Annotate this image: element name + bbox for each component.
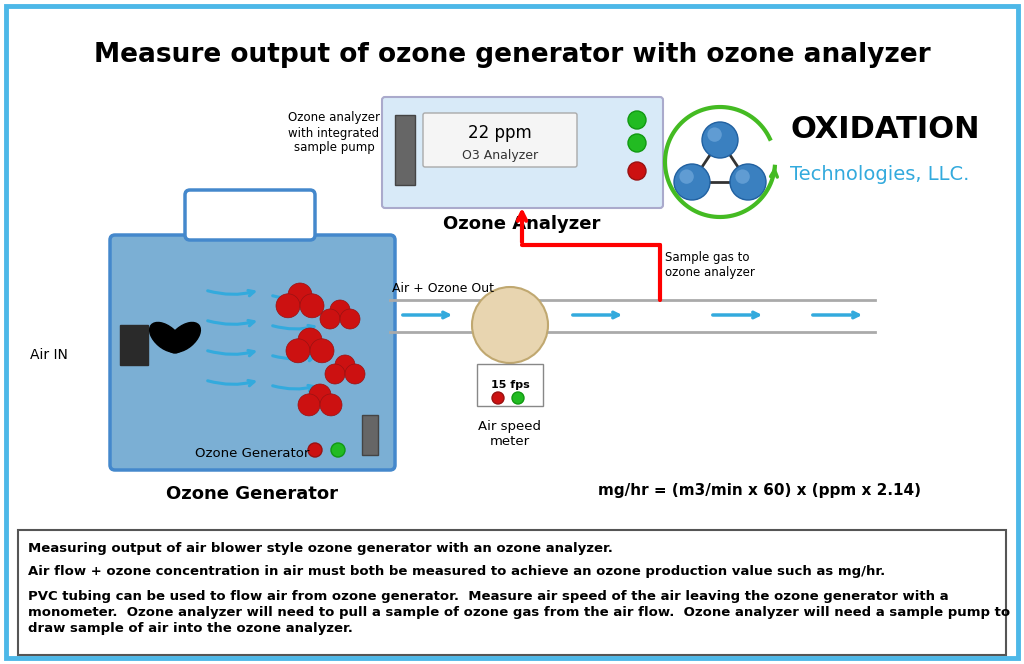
FancyBboxPatch shape xyxy=(110,235,395,470)
Text: PVC tubing can be used to flow air from ozone generator.  Measure air speed of t: PVC tubing can be used to flow air from … xyxy=(28,590,948,603)
Text: monometer.  Ozone analyzer will need to pull a sample of ozone gas from the air : monometer. Ozone analyzer will need to p… xyxy=(28,606,1010,619)
Circle shape xyxy=(308,443,322,457)
FancyBboxPatch shape xyxy=(477,364,543,406)
Text: OXIDATION: OXIDATION xyxy=(790,116,980,145)
Circle shape xyxy=(167,337,183,353)
Text: mg/hr = (m3/min x 60) x (ppm x 2.14): mg/hr = (m3/min x 60) x (ppm x 2.14) xyxy=(598,483,922,497)
FancyBboxPatch shape xyxy=(382,97,663,208)
Circle shape xyxy=(319,394,342,416)
Circle shape xyxy=(345,364,365,384)
Text: Air speed
meter: Air speed meter xyxy=(478,420,542,448)
Circle shape xyxy=(735,169,750,184)
Text: Ozone Analyzer: Ozone Analyzer xyxy=(443,215,601,233)
FancyBboxPatch shape xyxy=(185,190,315,240)
Circle shape xyxy=(309,384,331,406)
Text: 15 fps: 15 fps xyxy=(490,380,529,390)
Circle shape xyxy=(319,309,340,329)
Circle shape xyxy=(298,328,322,352)
Text: Technologies, LLC.: Technologies, LLC. xyxy=(790,165,970,185)
FancyBboxPatch shape xyxy=(423,113,577,167)
Circle shape xyxy=(702,122,738,158)
Circle shape xyxy=(730,164,766,200)
Text: Measuring output of air blower style ozone generator with an ozone analyzer.: Measuring output of air blower style ozo… xyxy=(28,542,613,555)
Bar xyxy=(120,325,148,365)
Text: Air flow + ozone concentration in air must both be measured to achieve an ozone : Air flow + ozone concentration in air mu… xyxy=(28,565,886,578)
Circle shape xyxy=(674,164,710,200)
Circle shape xyxy=(300,293,324,318)
Text: Ozone analyzer
with integrated
sample pump: Ozone analyzer with integrated sample pu… xyxy=(288,112,380,155)
Text: draw sample of air into the ozone analyzer.: draw sample of air into the ozone analyz… xyxy=(28,622,353,635)
Text: O3 Analyzer: O3 Analyzer xyxy=(462,149,538,162)
Text: Ozone Generator: Ozone Generator xyxy=(166,485,338,503)
Circle shape xyxy=(310,339,334,363)
Circle shape xyxy=(708,127,722,142)
Circle shape xyxy=(628,111,646,129)
Text: Air IN: Air IN xyxy=(30,348,68,362)
Circle shape xyxy=(286,339,310,363)
Circle shape xyxy=(335,355,355,375)
Text: Sample gas to
ozone analyzer: Sample gas to ozone analyzer xyxy=(665,251,755,279)
Bar xyxy=(395,115,415,185)
FancyBboxPatch shape xyxy=(6,6,1018,658)
Circle shape xyxy=(492,392,504,404)
Text: 22 ppm: 22 ppm xyxy=(468,124,531,142)
Text: Ozone Generator: Ozone Generator xyxy=(195,447,309,460)
Text: Air + Ozone Out: Air + Ozone Out xyxy=(392,282,494,295)
Bar xyxy=(362,415,378,455)
Circle shape xyxy=(512,392,524,404)
Ellipse shape xyxy=(150,323,182,352)
Circle shape xyxy=(628,162,646,180)
Text: Measure output of ozone generator with ozone analyzer: Measure output of ozone generator with o… xyxy=(93,42,931,68)
Circle shape xyxy=(679,169,694,184)
Ellipse shape xyxy=(168,323,201,352)
Circle shape xyxy=(331,443,345,457)
Circle shape xyxy=(288,283,312,307)
Circle shape xyxy=(628,134,646,152)
Circle shape xyxy=(472,287,548,363)
Circle shape xyxy=(340,309,360,329)
Circle shape xyxy=(276,293,300,318)
Circle shape xyxy=(298,394,319,416)
FancyBboxPatch shape xyxy=(18,530,1006,655)
Circle shape xyxy=(330,300,350,320)
Circle shape xyxy=(325,364,345,384)
